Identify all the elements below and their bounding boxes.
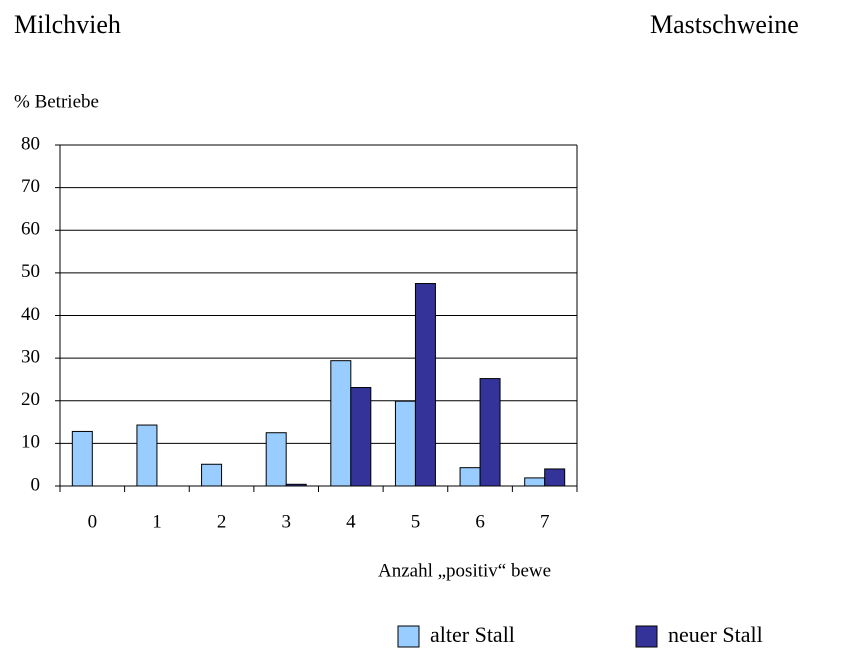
- x-tick-label: 5: [411, 511, 421, 532]
- bar: [350, 387, 372, 487]
- panel-title: Mastschweine: [650, 10, 799, 39]
- x-tick-label: 2: [217, 511, 227, 532]
- y-tick-label: 10: [21, 432, 40, 453]
- x-tick-label: 1: [152, 511, 162, 532]
- x-axis-label: Anzahl „positiv“ bewe: [378, 560, 551, 581]
- bar: [265, 432, 287, 487]
- bar: [394, 400, 416, 487]
- x-tick-label: 4: [346, 511, 356, 532]
- legend-label: neuer Stall: [668, 622, 763, 647]
- y-tick-label: 60: [21, 219, 40, 240]
- x-tick-label: 3: [281, 511, 291, 532]
- legend-label: alter Stall: [430, 622, 515, 647]
- y-tick-label: 70: [21, 176, 40, 197]
- x-tick-label: 7: [540, 511, 550, 532]
- legend-swatch: [397, 625, 420, 648]
- y-tick-label: 50: [21, 261, 40, 282]
- chart-title: Milchvieh: [14, 10, 121, 39]
- bar: [414, 283, 436, 487]
- bar: [459, 467, 481, 487]
- y-tick-label: 0: [31, 474, 41, 495]
- bar: [524, 477, 546, 487]
- y-tick-label: 30: [21, 346, 40, 367]
- x-tick-label: 6: [475, 511, 485, 532]
- bar: [544, 468, 566, 487]
- y-tick-label: 20: [21, 389, 40, 410]
- bar: [330, 360, 352, 487]
- y-tick-label: 80: [21, 133, 40, 154]
- x-tick-label: 0: [88, 511, 98, 532]
- bar: [71, 430, 93, 487]
- bar: [479, 378, 501, 487]
- legend-swatch: [635, 625, 658, 648]
- y-axis-label: % Betriebe: [14, 91, 99, 112]
- bar: [201, 463, 223, 487]
- y-tick-label: 40: [21, 304, 40, 325]
- bar: [136, 424, 158, 487]
